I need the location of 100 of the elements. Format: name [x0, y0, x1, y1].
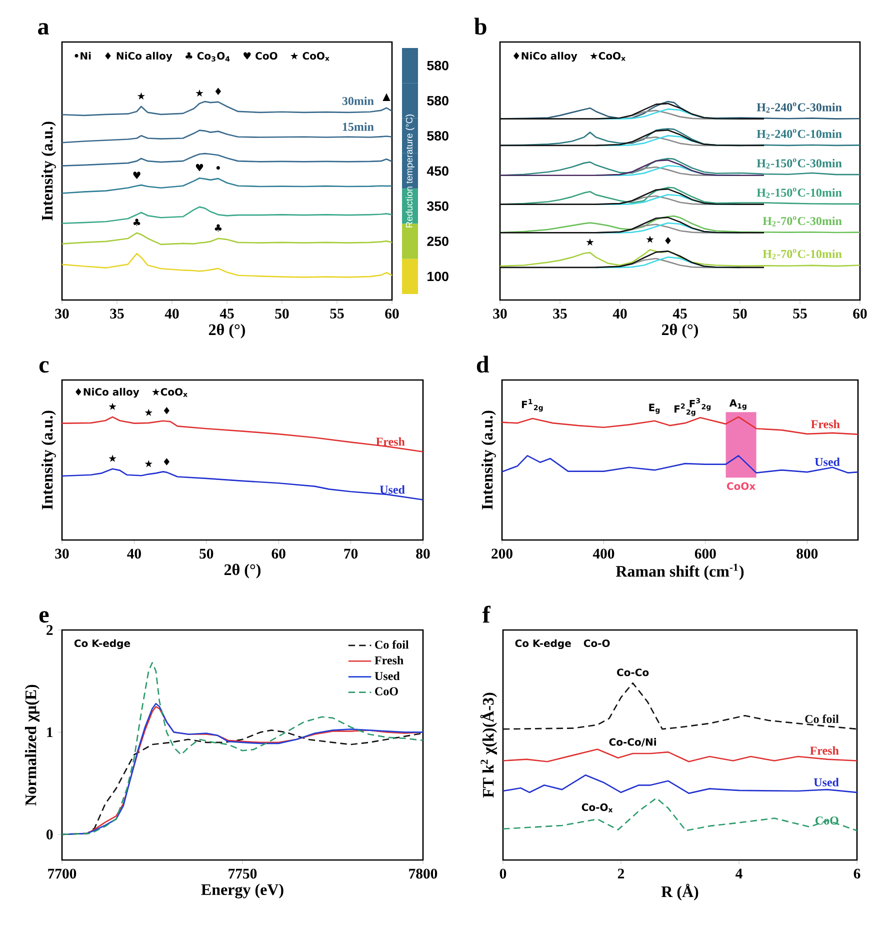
text: •Ni [74, 52, 91, 60]
text: 580 [427, 131, 448, 141]
x-axis-title: 2θ (°) [208, 324, 245, 338]
text: ♦NiCo alloy [514, 52, 578, 62]
x-tick-label: 45 [220, 308, 234, 319]
annotation: Co-Co/Ni [609, 738, 656, 747]
series-label: Fresh [376, 437, 405, 446]
x-tick-label: 40 [164, 308, 179, 319]
x-tick-label: 60 [272, 548, 286, 559]
x-tick-label: 35 [553, 308, 567, 319]
x-tick-label: 6 [854, 868, 860, 879]
text: ♣ Co$_{3}$O$_{4}$ [186, 52, 230, 62]
annotation: ♣ [214, 224, 222, 232]
y-axis-title: Intensity (a.u.) [481, 410, 496, 510]
series-label: H$_{2}$-70$^{o}$C-10min [762, 249, 842, 260]
text: 350 [427, 201, 448, 211]
annotation: E$_{g}$ [649, 404, 660, 414]
x-tick-label: 30 [55, 308, 69, 319]
text: 450 [426, 166, 448, 176]
chart-title: c [39, 361, 49, 373]
series-label: H$_{2}$-150$^{o}$C-30min [756, 158, 842, 169]
text: Co-O [584, 639, 610, 648]
series-label: 15min [342, 122, 374, 131]
x-tick-label: 45 [672, 308, 687, 319]
x-tick-label: 35 [110, 308, 124, 319]
annotation: Co-O$_{x}$ [582, 803, 613, 812]
text: ★CoO$_{x}$ [590, 52, 626, 61]
annotation: ★ [646, 236, 654, 243]
y-axis-title: FT k$^{2}$ χ(k)(Å-3) [480, 692, 497, 798]
y-tick-label: 1 [47, 727, 53, 738]
x-tick-label: 80 [416, 548, 430, 559]
x-tick-label: 40 [612, 308, 627, 319]
x-tick-label: 50 [733, 308, 747, 319]
annotation: Co K-edge [74, 639, 130, 650]
text: ♦ NiCo alloy [105, 52, 172, 62]
series-label: Co foil [805, 714, 839, 724]
annotation: ♥ [133, 172, 140, 179]
x-tick-label: 7750 [228, 868, 257, 879]
annotation: ♦ [164, 458, 170, 466]
series-label: H$_{2}$-240$^{o}$C-30min [756, 102, 842, 113]
annotation: ♥ [196, 164, 204, 172]
chart-title: a [38, 23, 49, 35]
chart-title: d [476, 356, 490, 373]
x-tick-label: 0 [500, 868, 506, 879]
text: Co K-edge [515, 639, 571, 650]
x-tick-label: 400 [592, 548, 614, 559]
text: 580 [427, 60, 448, 70]
chart-title: f [482, 606, 491, 623]
series-label: Fresh [811, 420, 840, 428]
chart-title: b [474, 18, 486, 35]
text: 580 [427, 96, 448, 106]
y-axis-title: Intensity (a.u.) [41, 122, 56, 220]
x-tick-label: 4 [736, 868, 742, 878]
series-label: H$_{2}$-70$^{o}$C-30min [762, 216, 842, 226]
text: ★ CoO$_{x}$ [290, 52, 330, 61]
annotation: ★ [196, 89, 204, 97]
annotation: ★ [108, 454, 116, 462]
series-label: 30min [342, 96, 374, 106]
y-axis-title: Intensity (a.u.) [41, 410, 56, 510]
series-label: H$_{2}$-150$^{o}$C-10min [756, 188, 842, 198]
annotation: A$_{1g}$ [729, 399, 746, 410]
x-axis-title: Energy (eV) [201, 884, 284, 898]
annotation: ♦ [665, 236, 671, 244]
x-tick-label: 50 [200, 548, 214, 559]
x-tick-label: 60 [385, 308, 399, 319]
annotation: ♦ [215, 88, 221, 96]
x-tick-label: 55 [793, 308, 807, 318]
x-tick-label: 70 [344, 548, 358, 559]
text: ♥ CoO [244, 52, 278, 60]
x-tick-label: 800 [796, 548, 818, 559]
x-tick-label: 600 [694, 548, 716, 559]
band-label: CoOx [726, 482, 756, 490]
x-tick-label: 7700 [48, 868, 76, 879]
annotation: ♣ [133, 218, 140, 226]
legend-label: Fresh [374, 656, 404, 664]
x-axis-title: R (Å) [661, 884, 698, 900]
legend-label: Co foil [375, 640, 409, 649]
chart-title: e [39, 611, 49, 623]
legend-label: CoO [375, 687, 398, 696]
y-tick-label: 2 [46, 625, 53, 635]
x-tick-label: 30 [55, 548, 69, 559]
x-tick-label: 50 [275, 308, 289, 319]
series-label: H$_{2}$-240$^{o}$C-10min [756, 128, 842, 140]
text: 250 [427, 236, 448, 246]
annotation: • [216, 166, 220, 170]
text: 100 [428, 272, 448, 282]
annotation: ★ [586, 238, 594, 246]
x-axis-title: 2θ (°) [224, 564, 260, 578]
x-axis-title: 2θ (°) [662, 324, 698, 338]
annotation: ★ [144, 408, 152, 416]
x-tick-label: 60 [853, 308, 867, 319]
annotation: ▲ [382, 93, 390, 101]
x-tick-label: 30 [493, 308, 507, 319]
annotation: ★ [137, 92, 146, 100]
x-tick-label: 200 [492, 548, 512, 559]
annotation: ♦ [164, 407, 170, 414]
text: ♦NiCo alloy [76, 388, 140, 398]
series-label: Fresh [810, 746, 839, 755]
text: Reduction temperature (°C) [406, 114, 414, 228]
y-tick-label: 0 [46, 830, 53, 840]
